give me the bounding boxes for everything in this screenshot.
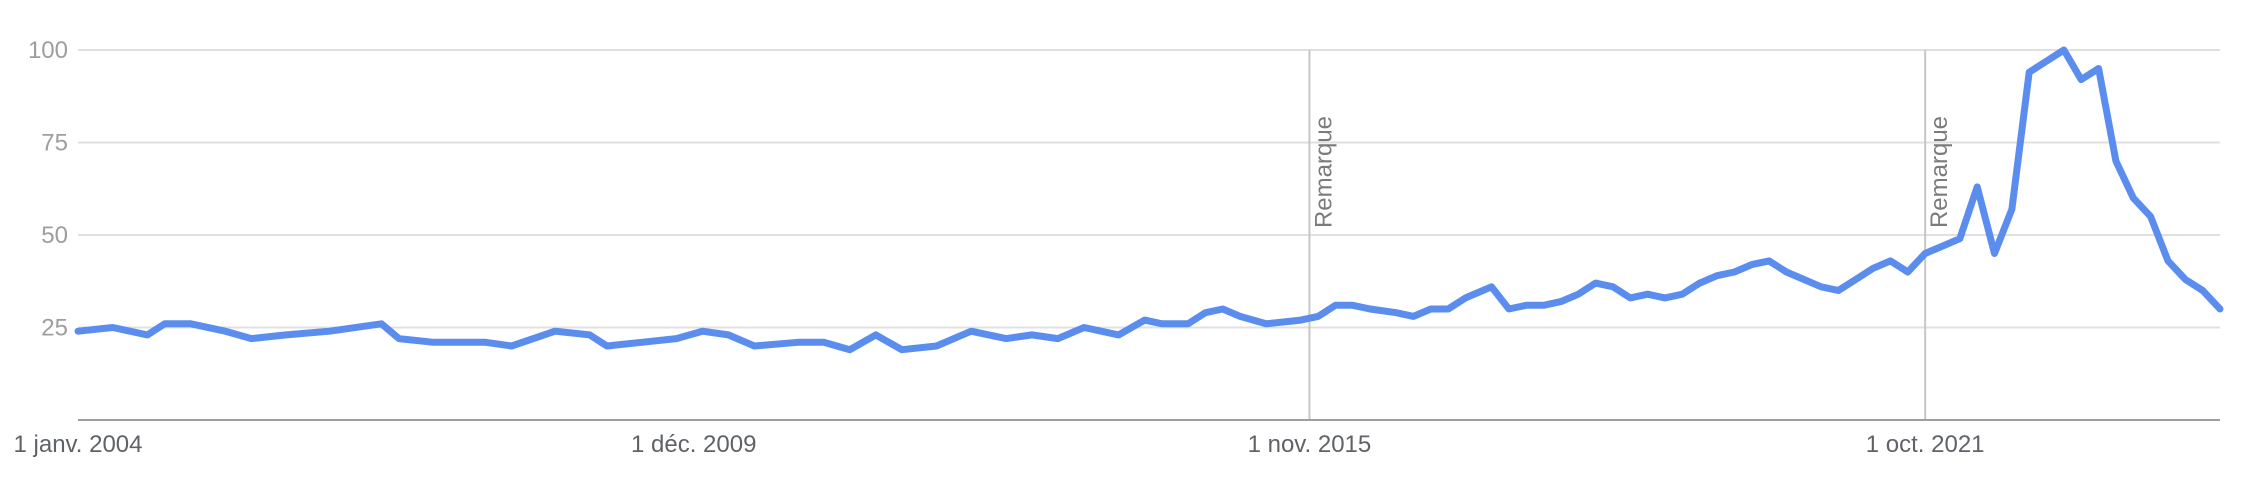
y-tick-label: 100 (28, 37, 68, 64)
x-tick-label: 1 nov. 2015 (1248, 431, 1372, 458)
annotation-layer: Remarque Remarque (1308, 50, 1953, 420)
y-tick-label: 25 (41, 315, 68, 342)
series-line (74, 46, 2224, 354)
y-tick-label: 75 (41, 130, 68, 157)
x-tick-label: 1 janv. 2004 (14, 431, 143, 458)
x-tick-label: 1 oct. 2021 (1866, 431, 1985, 458)
grid-layer (78, 49, 2220, 329)
annotation-label: Remarque (1926, 116, 1953, 228)
series-layer (74, 46, 2224, 354)
annotation-label: Remarque (1310, 116, 1337, 228)
y-tick-label: 50 (41, 222, 68, 249)
axis-layer: 25 50 75 100 1 janv. 2004 1 déc. 2009 1 nov. 2… (14, 37, 2220, 458)
x-tick-label: 1 déc. 2009 (631, 431, 756, 458)
